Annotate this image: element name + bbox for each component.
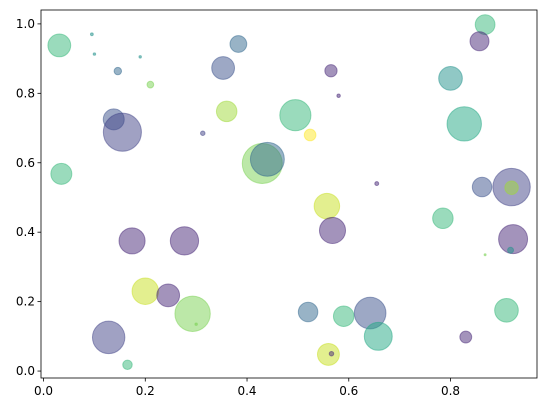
scatter-point — [229, 35, 248, 53]
x-tick-label: 0.8 — [441, 384, 460, 398]
scatter-point — [215, 100, 238, 123]
scatter-point — [303, 128, 317, 142]
scatter-point — [89, 32, 94, 37]
scatter-point — [374, 181, 380, 187]
scatter-point — [328, 350, 335, 357]
scatter-point — [313, 192, 341, 220]
axes-frame — [40, 9, 538, 379]
scatter-point — [471, 176, 493, 198]
scatter-point — [91, 320, 126, 355]
scatter-point — [174, 295, 211, 332]
scatter-point — [146, 80, 155, 89]
scatter-point — [138, 55, 142, 59]
x-tick-label: 0.0 — [34, 384, 53, 398]
y-tick-label: 0.4 — [16, 225, 35, 239]
points-layer — [47, 14, 531, 371]
scatter-point — [169, 226, 200, 256]
scatter-point — [102, 112, 142, 152]
scatter-point — [211, 56, 236, 80]
scatter-point — [316, 342, 340, 366]
scatter-point — [446, 106, 482, 142]
scatter-point — [504, 180, 519, 195]
scatter-point — [332, 305, 355, 327]
y-axis: 0.0 0.2 0.4 0.6 0.8 1.0 — [16, 17, 41, 378]
scatter-point — [131, 277, 160, 305]
x-tick-label: 0.2 — [136, 384, 155, 398]
x-tick-label: 0.6 — [339, 384, 358, 398]
scatter-point — [494, 297, 519, 323]
scatter-point — [200, 130, 206, 136]
y-tick-label: 0.2 — [16, 295, 35, 309]
scatter-point — [432, 207, 454, 230]
scatter-point — [469, 31, 490, 52]
scatter-point — [122, 359, 133, 371]
scatter-point — [279, 99, 312, 132]
y-tick-label: 1.0 — [16, 17, 35, 31]
scatter-point — [118, 227, 146, 255]
y-tick-label: 0.0 — [16, 364, 35, 378]
scatter-point — [50, 162, 73, 185]
scatter-point — [194, 322, 198, 326]
scatter-point — [297, 301, 319, 323]
scatter-point — [363, 321, 393, 351]
x-axis: 0.0 0.2 0.4 0.6 0.8 — [34, 378, 460, 398]
x-tick-label: 0.4 — [237, 384, 256, 398]
scatter-point — [249, 141, 285, 177]
scatter-point — [498, 224, 529, 255]
y-tick-label: 0.8 — [16, 86, 35, 100]
scatter-point — [92, 52, 97, 56]
scatter-point — [507, 246, 515, 254]
scatter-point — [318, 216, 347, 244]
scatter-point — [459, 330, 473, 344]
scatter-point — [47, 33, 72, 58]
scatter-point — [156, 283, 181, 308]
scatter-point — [324, 64, 338, 78]
y-tick-label: 0.6 — [16, 156, 35, 170]
scatter-point — [438, 66, 463, 91]
scatter-point — [483, 253, 487, 257]
scatter-point — [113, 66, 123, 76]
scatter-point — [336, 93, 341, 98]
